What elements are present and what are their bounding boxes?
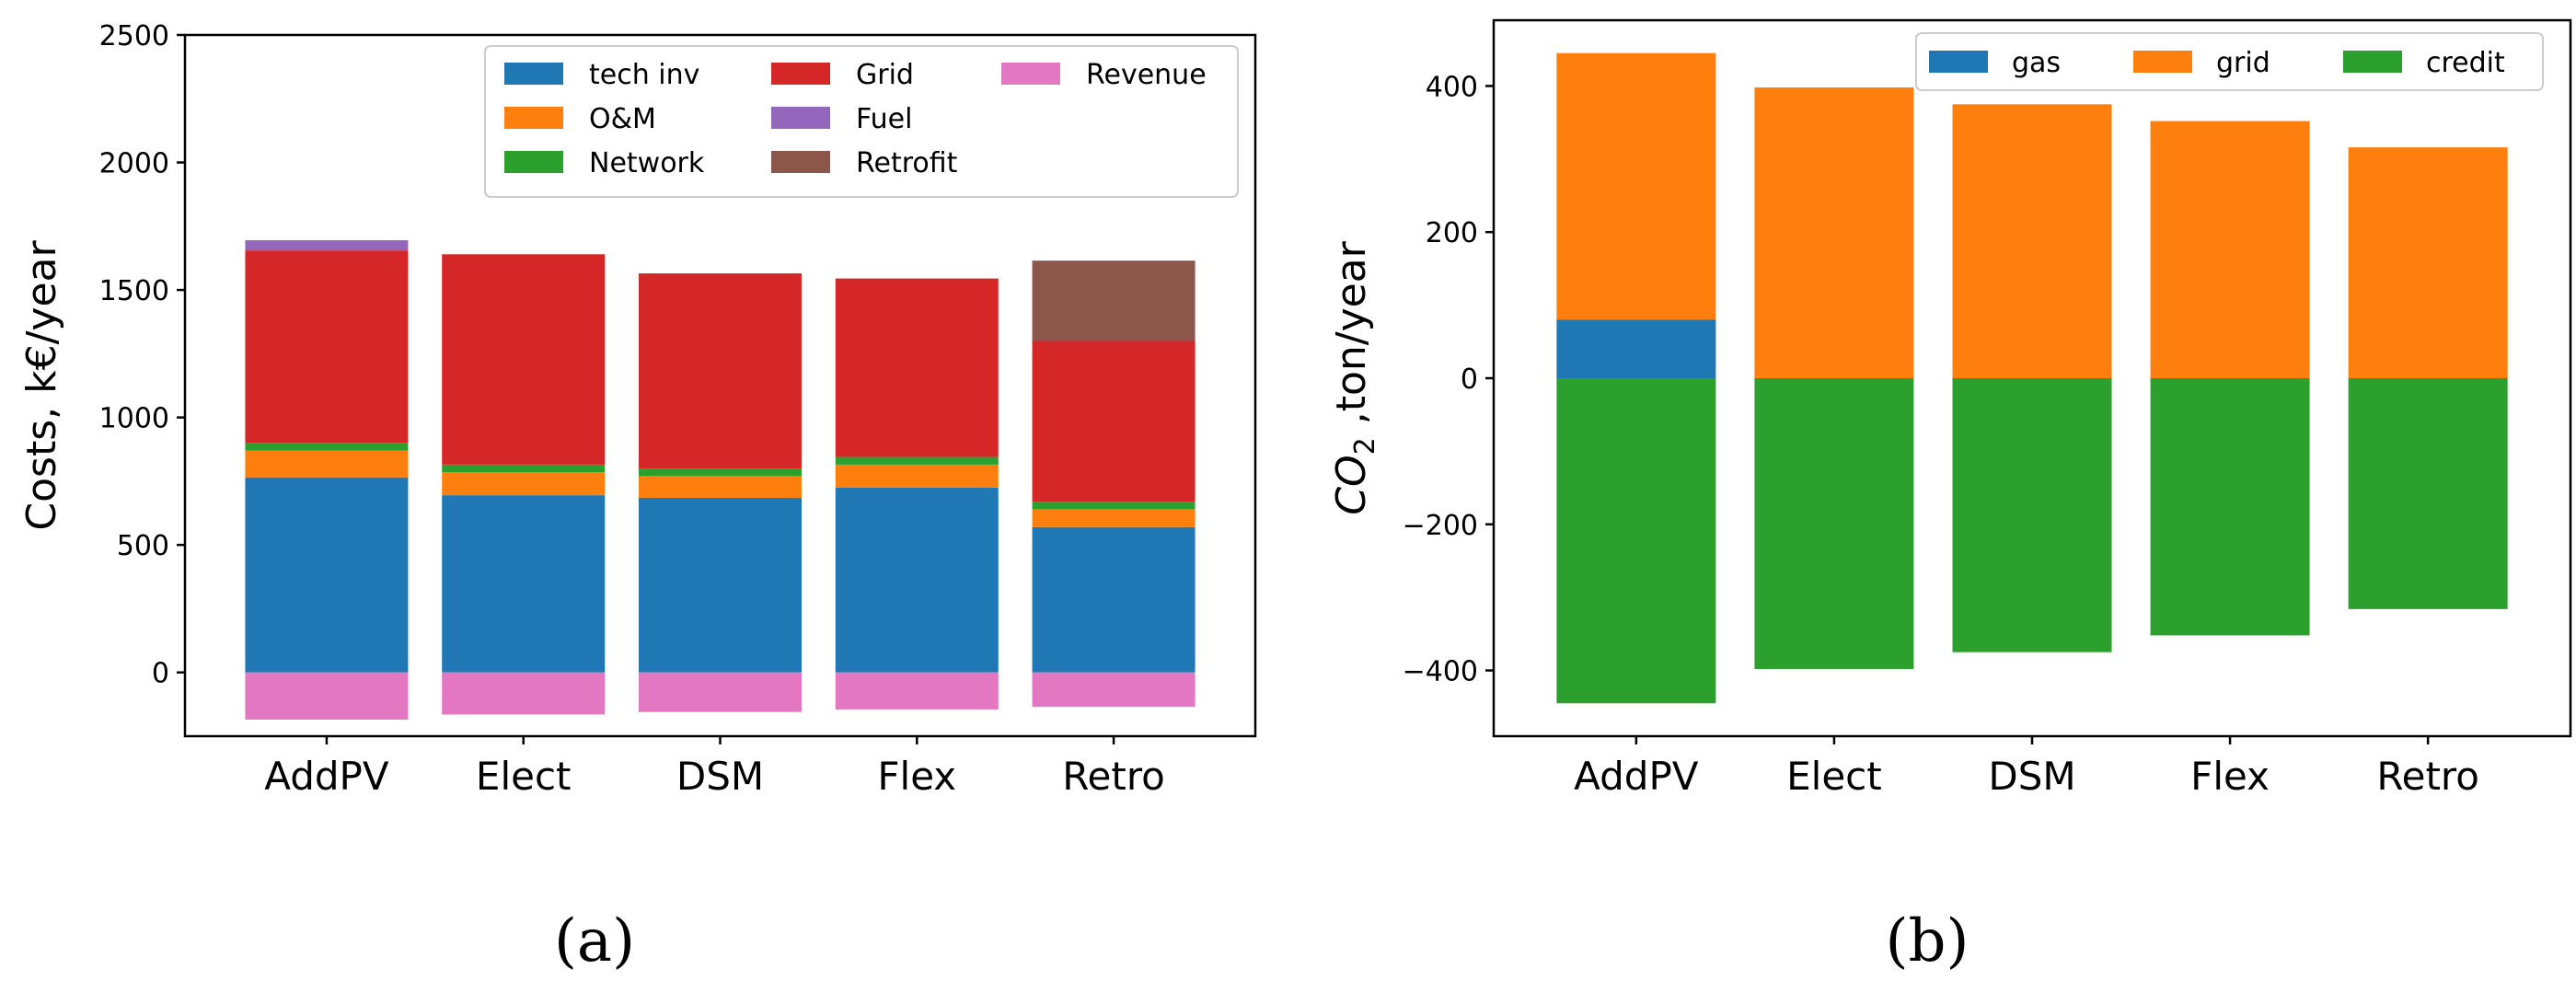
bar-credit-flex [2150,378,2310,636]
y-tick-label: 500 [117,530,169,562]
bar-o-m-dsm [639,476,802,498]
y-tick-label: 1500 [99,275,169,307]
x-tick-label: Flex [877,754,956,799]
x-tick-label: AddPV [264,754,389,799]
bar-network-retro [1032,502,1196,510]
x-tick-label: AddPV [1574,754,1699,799]
panel-label-b: (b) [1886,907,1970,975]
legend-swatch [1929,51,1988,73]
bar-credit-addpv [1556,378,1716,704]
y-tick-label: 0 [152,658,169,690]
bar-revenue-dsm [639,672,802,712]
legend-label: Revenue [1086,59,1207,91]
x-tick-label: DSM [1988,754,2075,799]
legend-label: Network [589,147,705,179]
y-tick-label: 200 [1426,217,1478,249]
y-tick-label: 400 [1426,71,1478,103]
y-tick-label: 2000 [99,148,169,180]
legend-label: O&M [589,103,656,135]
bar-tech-inv-addpv [245,477,409,673]
legend-swatch [1001,63,1060,85]
y-axis: 0 500 1000 1500 2000 2500 [99,20,185,690]
panel-label-a: (a) [554,907,635,975]
bar-network-addpv [245,443,409,451]
legend-label: credit [2426,47,2505,79]
y-axis-label: Costs, k€/year [18,240,65,531]
x-tick-label: Elect [476,754,572,799]
bar-credit-retro [2348,378,2508,609]
legend-swatch [504,151,563,173]
bar-o-m-flex [835,464,999,488]
legend-label: Grid [856,59,914,91]
chart-panel-b: −400 −200 0 200 400 AddPV Elect DSM Flex Retro C… [1328,18,2572,975]
bar-revenue-elect [442,672,606,715]
legend-swatch [504,107,563,129]
bar-grid-addpv [245,250,409,444]
bar-o-m-retro [1032,509,1196,527]
y-tick-label: −400 [1403,656,1478,688]
bar-grid-flex [835,278,999,457]
x-tick-label: Flex [2190,754,2270,799]
y-tick-label: 2500 [99,20,169,52]
bar-grid-addpv [1556,52,1716,320]
bar-o-m-addpv [245,450,409,478]
bar-grid-elect [1754,87,1914,378]
y-axis: −400 −200 0 200 400 [1403,71,1494,688]
legend-swatch [2133,51,2192,73]
legend: tech inv O&M Network Grid Fuel Retrofit Revenu… [484,45,1239,198]
x-tick-label: Retro [2376,754,2479,799]
bar-gas-addpv [1556,319,1716,378]
bar-revenue-addpv [245,672,409,720]
bar-grid-dsm [1952,104,2112,378]
x-tick-label: Elect [1786,754,1882,799]
legend-label: gas [2012,47,2061,79]
y-tick-label: −200 [1403,510,1478,542]
legend-label: Retrofit [856,147,958,179]
bar-revenue-retro [1032,672,1196,708]
y-tick-label: 1000 [99,403,169,435]
y-tick-label: 0 [1461,363,1478,396]
bar-tech-inv-dsm [639,497,802,673]
bar-network-flex [835,456,999,465]
legend-swatch [771,107,830,129]
bar-tech-inv-flex [835,487,999,673]
bar-grid-retro [2348,147,2508,378]
legend-swatch [504,63,563,85]
bar-grid-flex [2150,121,2310,378]
chart-panel-a: 0 500 1000 1500 2000 2500 AddPV Elect DSM Flex Re… [18,20,1257,975]
bar-revenue-flex [835,672,999,709]
legend-box [1915,32,2544,91]
legend: gas grid credit [1915,32,2544,91]
bar-grid-retro [1032,340,1196,502]
bar-tech-inv-elect [442,495,606,673]
bar-retrofit-retro [1032,260,1196,341]
bars-group [245,240,1196,720]
legend-label: grid [2216,47,2270,79]
legend-swatch [2343,51,2402,73]
legend-swatch [771,63,830,85]
bar-grid-elect [442,254,606,465]
bar-tech-inv-retro [1032,526,1196,673]
legend-label: tech inv [589,59,699,91]
bars-group [1556,52,2508,704]
bar-o-m-elect [442,472,606,496]
y-axis-label: CO2 ,ton/year [1328,240,1381,514]
bar-network-elect [442,464,606,473]
x-axis: AddPV Elect DSM Flex Retro [1574,736,2479,799]
x-tick-label: DSM [676,754,764,799]
bar-grid-dsm [639,273,802,469]
x-tick-label: Retro [1062,754,1165,799]
y-axis-label-subscript: 2 [1349,437,1381,455]
y-axis-label-main: CO [1328,455,1375,514]
x-axis: AddPV Elect DSM Flex Retro [264,736,1165,799]
bar-network-dsm [639,468,802,477]
bar-credit-elect [1754,378,1914,669]
legend-swatch [771,151,830,173]
bar-credit-dsm [1952,378,2112,652]
y-axis-label-unit: ,ton/year [1328,240,1375,437]
bar-fuel-addpv [245,240,409,251]
legend-label: Fuel [856,103,912,135]
